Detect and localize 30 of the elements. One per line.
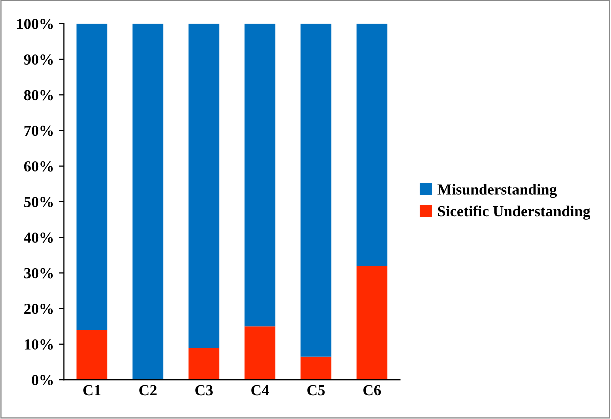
x-tick-label: C5	[308, 385, 325, 396]
bar	[76, 330, 108, 380]
x-tick-label: C4	[252, 385, 270, 396]
y-tick-label: 10%	[25, 340, 53, 350]
x-tick-label: C1	[84, 385, 101, 396]
y-tick-label: 80%	[24, 90, 53, 101]
y-tick-label: 30%	[24, 268, 53, 279]
legend-label: Misunderstanding	[438, 184, 558, 198]
bar	[356, 266, 388, 380]
bar	[300, 24, 332, 357]
x-tick-label: C3	[196, 385, 213, 396]
bar	[356, 24, 388, 266]
y-tick-label: 100%	[17, 19, 53, 30]
bar	[76, 24, 108, 330]
bar	[244, 24, 276, 327]
x-tick-label: C2	[140, 385, 157, 396]
y-tick-label: 60%	[24, 161, 53, 172]
bar	[132, 24, 164, 380]
y-tick-label: 20%	[24, 304, 53, 314]
legend-label: Sicetific Understanding	[438, 206, 591, 220]
y-tick-label: 70%	[24, 126, 53, 136]
x-tick-label: C6	[364, 385, 382, 396]
bar	[188, 348, 220, 380]
bar	[300, 356, 332, 380]
y-tick-label: 40%	[24, 232, 53, 244]
y-tick-label: 0%	[32, 375, 53, 386]
bar	[244, 326, 276, 380]
y-tick-label: 50%	[24, 197, 53, 208]
y-tick-label: 90%	[24, 54, 53, 65]
bar	[188, 24, 220, 348]
